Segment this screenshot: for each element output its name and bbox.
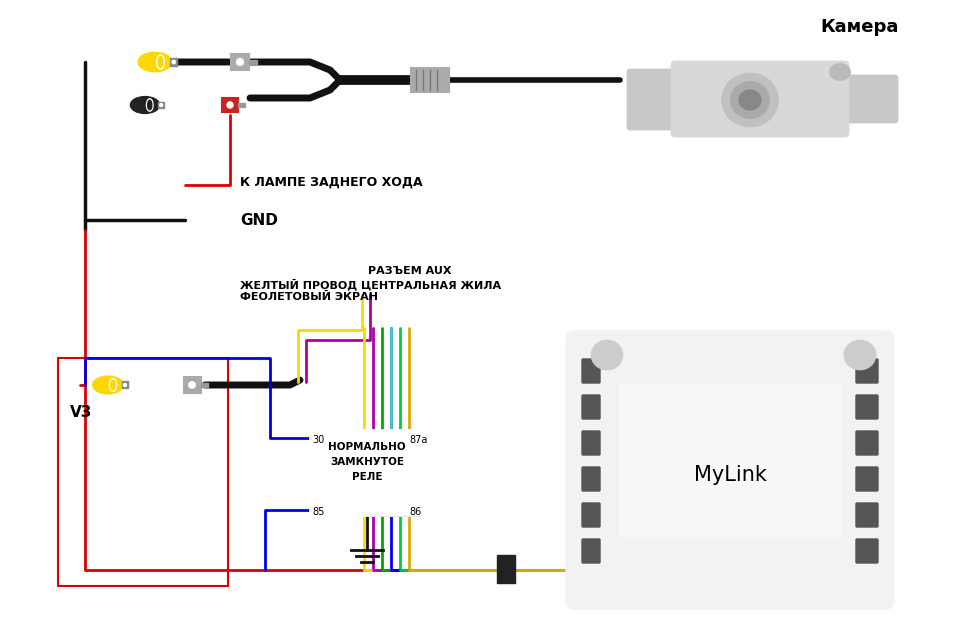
- Ellipse shape: [830, 64, 850, 80]
- Bar: [58, 358, 228, 586]
- Text: ФЕОЛЕТОВЫЙ ЭКРАН: ФЕОЛЕТОВЫЙ ЭКРАН: [240, 292, 378, 302]
- Bar: [497, 555, 515, 583]
- Ellipse shape: [147, 99, 153, 111]
- Ellipse shape: [723, 74, 778, 126]
- Ellipse shape: [172, 60, 176, 64]
- Ellipse shape: [158, 56, 163, 68]
- Ellipse shape: [592, 341, 622, 369]
- FancyBboxPatch shape: [856, 431, 878, 455]
- Bar: [249, 60, 257, 64]
- Bar: [171, 58, 177, 66]
- Bar: [620, 385, 840, 535]
- FancyBboxPatch shape: [672, 62, 848, 136]
- Ellipse shape: [731, 82, 769, 118]
- FancyBboxPatch shape: [628, 70, 680, 129]
- Ellipse shape: [156, 55, 164, 69]
- Bar: [231, 54, 249, 70]
- FancyBboxPatch shape: [582, 395, 600, 419]
- Text: 30: 30: [312, 435, 324, 445]
- FancyBboxPatch shape: [856, 503, 878, 527]
- Text: ЖЕЛТЫЙ ПРОВОД ЦЕНТРАЛЬНАЯ ЖИЛА: ЖЕЛТЫЙ ПРОВОД ЦЕНТРАЛЬНАЯ ЖИЛА: [240, 278, 501, 290]
- Bar: [238, 103, 245, 107]
- Text: MyLink: MyLink: [693, 465, 766, 485]
- Bar: [222, 98, 238, 112]
- FancyBboxPatch shape: [582, 359, 600, 383]
- Ellipse shape: [93, 376, 123, 394]
- Bar: [360, 252, 460, 292]
- Bar: [183, 378, 201, 392]
- Ellipse shape: [110, 380, 115, 390]
- FancyBboxPatch shape: [582, 431, 600, 455]
- FancyBboxPatch shape: [567, 332, 893, 608]
- Text: 85: 85: [312, 507, 324, 517]
- FancyBboxPatch shape: [856, 467, 878, 491]
- Ellipse shape: [109, 378, 116, 392]
- Text: К ЛАМПЕ ЗАДНЕГО ХОДА: К ЛАМПЕ ЗАДНЕГО ХОДА: [240, 176, 422, 189]
- Ellipse shape: [131, 97, 159, 113]
- FancyBboxPatch shape: [856, 359, 878, 383]
- Text: 86: 86: [409, 507, 421, 517]
- Ellipse shape: [159, 104, 162, 107]
- FancyBboxPatch shape: [843, 76, 897, 122]
- Bar: [411, 68, 449, 92]
- FancyBboxPatch shape: [582, 503, 600, 527]
- Bar: [158, 102, 163, 108]
- FancyBboxPatch shape: [582, 467, 600, 491]
- Bar: [201, 383, 208, 387]
- FancyBboxPatch shape: [856, 395, 878, 419]
- Ellipse shape: [236, 59, 244, 65]
- Ellipse shape: [227, 102, 233, 108]
- Bar: [310, 430, 425, 515]
- Text: НОРМАЛЬНО: НОРМАЛЬНО: [328, 442, 406, 452]
- Ellipse shape: [124, 383, 127, 387]
- Text: 87a: 87a: [409, 435, 427, 445]
- FancyBboxPatch shape: [582, 539, 600, 563]
- Ellipse shape: [138, 52, 172, 72]
- Text: Камера: Камера: [820, 18, 899, 36]
- Text: РЕЛЕ: РЕЛЕ: [351, 472, 382, 482]
- FancyBboxPatch shape: [856, 539, 878, 563]
- Bar: [122, 381, 128, 389]
- Ellipse shape: [739, 90, 761, 110]
- Text: ЗАМКНУТОЕ: ЗАМКНУТОЕ: [330, 457, 404, 467]
- Ellipse shape: [845, 341, 875, 369]
- Text: V3: V3: [70, 404, 92, 419]
- Text: GND: GND: [240, 213, 277, 227]
- Ellipse shape: [189, 381, 195, 389]
- Ellipse shape: [148, 100, 152, 110]
- Text: РАЗЪЕМ AUX: РАЗЪЕМ AUX: [369, 266, 452, 276]
